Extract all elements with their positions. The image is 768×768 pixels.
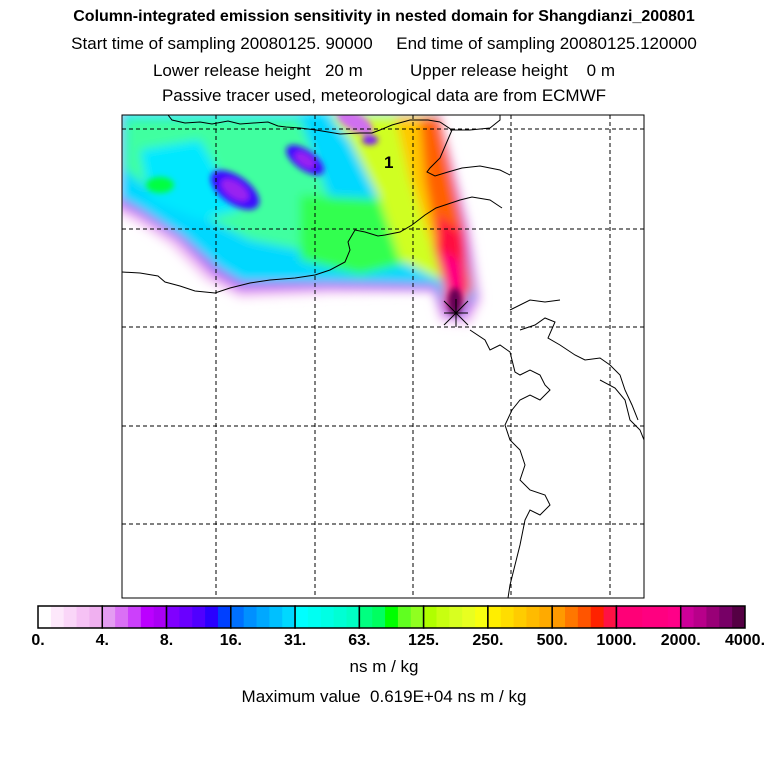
colorbar-cell: [63, 606, 78, 628]
colorbar-cell: [642, 606, 656, 628]
colorbar-cell: [410, 606, 425, 628]
colorbar-tick-label: 500.: [536, 632, 568, 649]
colorbar-cell: [359, 606, 373, 628]
colorbar-cell: [385, 606, 399, 628]
colorbar-cell: [127, 606, 142, 628]
receptor-star-icon: [443, 299, 469, 327]
colorbar-cell: [76, 606, 90, 628]
colorbar-cell: [140, 606, 155, 628]
sensitivity-field: [122, 115, 482, 325]
colorbar-cell: [102, 606, 116, 628]
colorbar-cell: [38, 606, 52, 628]
colorbar-cell: [153, 606, 168, 628]
colorbar-tick-label: 16.: [219, 632, 242, 649]
colorbar-cell: [732, 606, 746, 628]
colorbar-cell: [706, 606, 720, 628]
colorbar-tick-label: 63.: [348, 632, 371, 649]
colorbar-cell: [307, 606, 322, 628]
colorbar-cell: [436, 606, 450, 628]
colorbar-cell: [295, 606, 309, 628]
colorbar-cell: [513, 606, 527, 628]
colorbar-cell: [590, 606, 605, 628]
colorbar-cell: [269, 606, 283, 628]
colorbar-cell: [397, 606, 412, 628]
colorbar-tick-label: 4000.: [724, 632, 766, 649]
colorbar-cell: [719, 606, 733, 628]
lat-lon-grid: [122, 115, 644, 598]
colorbar-tick-label: 2000.: [660, 632, 701, 649]
colorbar-cell: [680, 606, 695, 628]
colorbar-cell: [179, 606, 193, 628]
colorbar-cell: [166, 606, 180, 628]
colorbar-cell: [217, 606, 232, 628]
colorbar-tick-label: 4.: [95, 632, 109, 649]
colorbar-cell: [243, 606, 258, 628]
colorbar-cell: [577, 606, 592, 628]
colorbar-cell: [539, 606, 553, 628]
colorbar-unit: ns m / kg: [349, 657, 419, 676]
colorbar-cell: [89, 606, 103, 628]
colorbar-cell: [372, 606, 386, 628]
sampling-time: Start time of sampling 20080125. 90000 E…: [71, 34, 697, 53]
map-frame: [121, 114, 645, 599]
coastlines: [122, 115, 644, 598]
colorbar-cell: [333, 606, 348, 628]
colorbar-cell: [346, 606, 360, 628]
colorbar-cell: [462, 606, 476, 628]
colorbar-cell: [282, 606, 296, 628]
colorbar-cell: [616, 606, 630, 628]
colorbar-cell: [423, 606, 437, 628]
colorbar-cell: [565, 606, 579, 628]
colorbar-segment-border: [679, 605, 746, 629]
colorbar-cell: [667, 606, 682, 628]
colorbar-cell: [256, 606, 270, 628]
colorbar-cell: [629, 606, 643, 628]
colorbar-tick-label: 1000.: [596, 632, 637, 649]
colorbar-tick-label: 31.: [283, 632, 307, 649]
colorbar-cell: [320, 606, 335, 628]
maximum-value: Maximum value 0.619E+04 ns m / kg: [241, 687, 527, 706]
tracer-info: Passive tracer used, meteorological data…: [161, 86, 607, 105]
colorbar-cell: [115, 606, 129, 628]
colorbar-cell: [693, 606, 707, 628]
release-height: Lower release height 20 m Upper release …: [152, 61, 616, 80]
colorbar-tick-label: 250.: [472, 632, 504, 649]
colorbar-cell: [230, 606, 245, 628]
colorbar-tick-label: 8.: [159, 632, 174, 649]
colorbar-cell: [475, 606, 489, 628]
colorbar-cell: [449, 606, 463, 628]
colorbar-cell: [205, 606, 219, 628]
colorbar-tick-label: 125.: [408, 632, 440, 649]
colorbar-cell: [655, 606, 669, 628]
plot-title: Column-integrated emission sensitivity i…: [73, 8, 695, 25]
colorbar-cell: [192, 606, 206, 628]
release-label: 1: [384, 153, 393, 172]
colorbar-cell: [603, 606, 617, 628]
colorbar-cell: [500, 606, 515, 628]
colorbar-cell: [526, 606, 540, 628]
colorbar-tick-label: 0.: [31, 632, 45, 649]
colorbar-cell: [50, 606, 65, 628]
colorbar: [37, 605, 746, 629]
colorbar-cell: [552, 606, 566, 628]
colorbar-cell: [487, 606, 502, 628]
